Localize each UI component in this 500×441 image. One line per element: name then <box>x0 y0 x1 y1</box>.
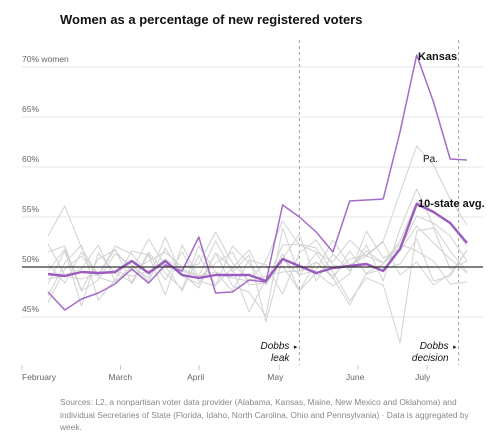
x-tick-label: April <box>187 372 204 382</box>
series-label: Pa. <box>423 154 438 165</box>
x-tick-label: February <box>22 372 57 382</box>
y-tick-label: 45% <box>22 304 39 314</box>
gridlines <box>22 66 483 318</box>
x-axis-ticks: February March April May June July <box>21 365 431 382</box>
series-line-6 <box>47 243 468 306</box>
x-tick-label: June <box>346 372 365 382</box>
event-arrow-icon: ▸ <box>294 344 298 351</box>
series-line-3 <box>47 215 468 313</box>
x-tick-label: July <box>415 372 431 382</box>
event-arrow-icon: ▸ <box>453 344 457 351</box>
event-label-line1: Dobbs <box>260 341 289 352</box>
y-tick-label: 55% <box>22 204 39 214</box>
y-axis-ticks: 70% women 65% 60% 55% 50% 45% <box>22 54 69 314</box>
series-line-7 <box>47 227 468 344</box>
y-tick-label: 60% <box>22 154 39 164</box>
series-lines <box>47 54 468 344</box>
series-line-2 <box>47 201 468 291</box>
chart-title: Women as a percentage of new registered … <box>60 12 363 27</box>
event-label-line2: leak <box>271 353 290 364</box>
series-label: 10-state avg. <box>418 198 485 210</box>
event-label-line1: Dobbs <box>420 341 449 352</box>
series-labels: Kansas Pa. 10-state avg. <box>418 51 485 210</box>
series-line-10 <box>47 202 468 283</box>
x-tick-label: March <box>108 372 132 382</box>
event-label-line2: decision <box>412 353 449 364</box>
y-tick-label: 65% <box>22 104 39 114</box>
y-tick-label: 70% women <box>22 54 69 64</box>
x-tick-label: May <box>267 372 284 382</box>
y-tick-label: 50% <box>22 254 39 264</box>
series-line-0 <box>47 54 468 311</box>
sources-note: Sources: L2, a nonpartisan voter data pr… <box>60 397 469 432</box>
series-label: Kansas <box>418 51 457 63</box>
series-line-8 <box>47 205 468 323</box>
